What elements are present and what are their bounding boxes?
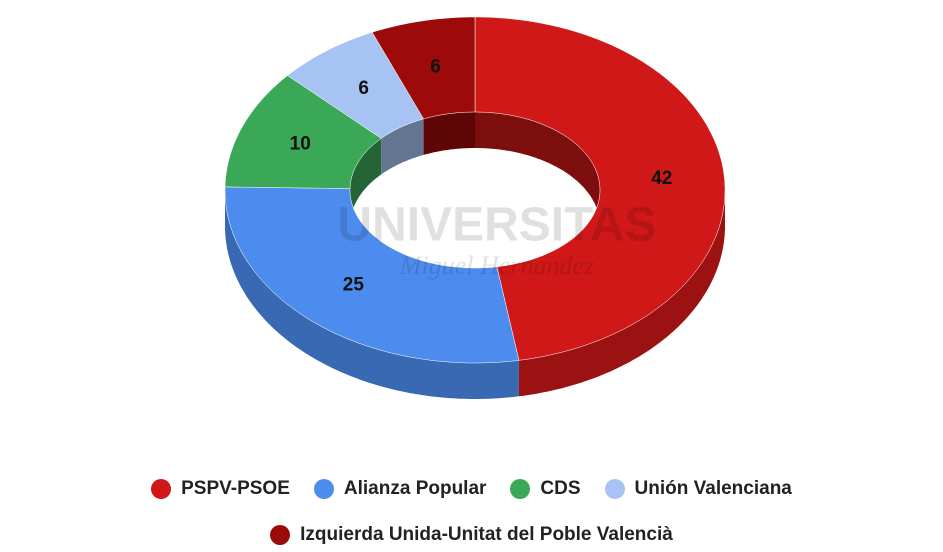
legend-item: CDS xyxy=(510,478,581,500)
data-label: 6 xyxy=(358,78,369,99)
data-label: 42 xyxy=(651,168,672,189)
data-label: 10 xyxy=(290,134,311,155)
legend: PSPV-PSOE Alianza Popular CDS Unión Valenci… xyxy=(0,478,943,546)
slice-side xyxy=(225,190,519,399)
slice-inner-side xyxy=(475,112,600,226)
legend-swatch xyxy=(313,479,334,499)
legend-item: PSPV-PSOE xyxy=(151,478,290,500)
watermark: UNIVERSITAS xyxy=(337,199,656,252)
data-label: 25 xyxy=(343,275,365,296)
legend-item: Izquierda Unida-Unitat del Poble Valenci… xyxy=(270,524,673,546)
slice-side xyxy=(518,190,725,397)
legend-swatch xyxy=(151,479,172,499)
legend-label: PSPV-PSOE xyxy=(181,478,290,499)
legend-label: Alianza Popular xyxy=(343,478,487,499)
legend-label: Izquierda Unida-Unitat del Poble Valenci… xyxy=(300,524,673,545)
legend-item: Alianza Popular xyxy=(313,478,487,500)
slice-inner-side xyxy=(381,118,424,175)
data-label: 6 xyxy=(430,56,441,77)
slice xyxy=(371,16,476,120)
legend-item: Unión Valenciana xyxy=(604,478,792,500)
legend-swatch xyxy=(604,479,625,499)
plot: UNIVERSITAS Miguel Hernandez 42 25 10 6 6 xyxy=(224,16,726,399)
slice-inner-side xyxy=(350,138,382,225)
legend-label: Unión Valenciana xyxy=(634,478,792,499)
slice-inner-side xyxy=(423,112,475,155)
watermark: Miguel Hernandez xyxy=(399,251,594,280)
legend-swatch xyxy=(510,479,531,499)
legend-label: CDS xyxy=(540,478,581,499)
legend-swatch xyxy=(270,525,291,545)
